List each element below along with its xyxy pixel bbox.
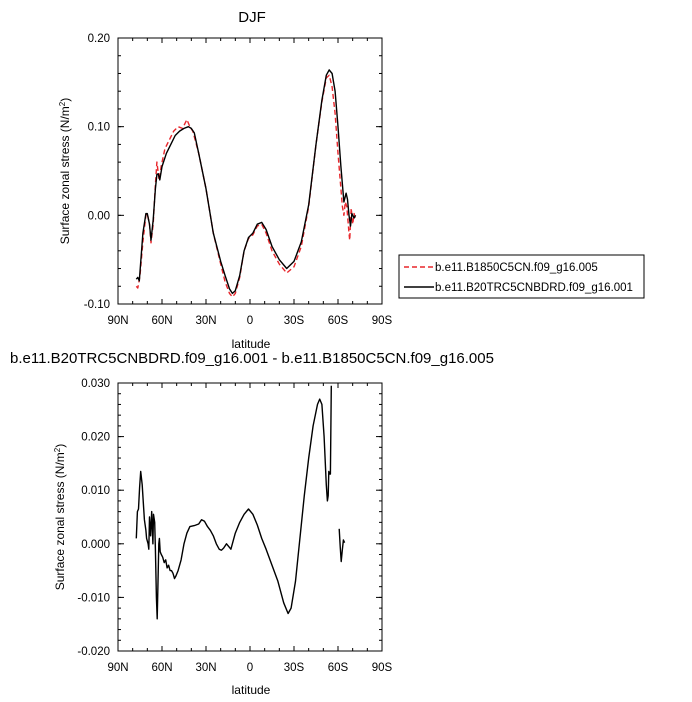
top-chart-y-tick-label: 0.20 [88, 33, 110, 45]
legend: b.e11.B1850C5CN.f09_g16.005 b.e11.B20TRC… [398, 254, 645, 299]
top-chart-y-tick-label: 0.00 [88, 210, 110, 222]
top-chart-series-line-2 [135, 69, 357, 295]
top-chart-y-tick-label: -0.10 [84, 299, 110, 311]
top-chart-panel: DJF 90N 60N 30N 0 30S 60S 90S -0.10 0.00 0.10 0.20… [58, 9, 393, 351]
bottom-chart-y-tick-label: 0.000 [81, 539, 110, 551]
bottom-chart-x-tick-label: 30S [284, 662, 305, 674]
top-chart-series-line-1 [135, 74, 357, 298]
top-chart-x-tick-label: 0 [247, 315, 253, 327]
bottom-chart-series-line-1 [338, 528, 346, 563]
top-chart-x-axis-label: latitude [232, 337, 271, 351]
top-chart-x-tick-label: 30S [284, 315, 305, 327]
bottom-chart-x-tick-label: 60S [328, 662, 349, 674]
top-chart-y-axis-label-sup: 2 [58, 101, 67, 106]
top-chart-series [135, 69, 357, 298]
bottom-chart-x-tick-label: 30N [195, 662, 216, 674]
legend-label-2: b.e11.B20TRC5CNBDRD.f09_g16.001 [435, 282, 633, 294]
top-chart-frame [117, 37, 383, 305]
bottom-chart-y-tick-label: 0.030 [81, 378, 110, 390]
bottom-chart-x-tick-label: 90S [372, 662, 393, 674]
top-chart-x-tick-label: 90S [372, 315, 393, 327]
bottom-chart-series-line-1 [135, 385, 332, 620]
bottom-chart-series [135, 385, 346, 620]
bottom-chart-axes: 90N 60N 30N 0 30S 60S 90S -0.020 -0.010 0.000 0.01… [77, 378, 392, 674]
bottom-chart-y-axis-label-sup: 2 [53, 447, 62, 452]
top-chart-y-axis-label-text: Surface zonal stress (N/m [58, 106, 72, 244]
top-chart-y-axis-label: Surface zonal stress (N/m2) [58, 98, 73, 245]
legend-label-1: b.e11.B1850C5CN.f09_g16.005 [435, 262, 598, 274]
bottom-chart-y-tick-label: -0.010 [77, 592, 110, 604]
legend-box [398, 254, 645, 299]
bottom-chart-y-axis-label: Surface zonal stress (N/m2) [53, 444, 68, 591]
bottom-chart-y-tick-label: 0.010 [81, 485, 110, 497]
top-chart-x-tick-label: 90N [107, 315, 128, 327]
bottom-chart-y-axis-label-end: ) [53, 444, 67, 448]
bottom-chart-title: b.e11.B20TRC5CNBDRD.f09_g16.001 - b.e11.… [10, 350, 494, 367]
top-chart-y-axis-label-end: ) [58, 98, 72, 102]
top-chart-x-tick-label: 60S [328, 315, 349, 327]
bottom-chart-x-tick-label: 60N [151, 662, 172, 674]
bottom-chart-x-tick-label: 0 [247, 662, 253, 674]
bottom-chart-panel: b.e11.B20TRC5CNBDRD.f09_g16.001 - b.e11.… [10, 350, 494, 697]
bottom-chart-x-axis-label: latitude [232, 683, 271, 697]
top-chart-y-tick-label: 0.10 [88, 122, 110, 134]
bottom-chart-x-tick-label: 90N [107, 662, 128, 674]
top-chart-title: DJF [238, 9, 266, 26]
bottom-chart-y-tick-label: -0.020 [77, 646, 110, 658]
bottom-chart-y-axis-label-text: Surface zonal stress (N/m [53, 452, 67, 590]
top-chart-x-tick-label: 30N [195, 315, 216, 327]
top-chart-axes: 90N 60N 30N 0 30S 60S 90S -0.10 0.00 0.10 0.20 [84, 33, 393, 327]
bottom-chart-y-tick-label: 0.020 [81, 432, 110, 444]
top-chart-x-tick-label: 60N [151, 315, 172, 327]
